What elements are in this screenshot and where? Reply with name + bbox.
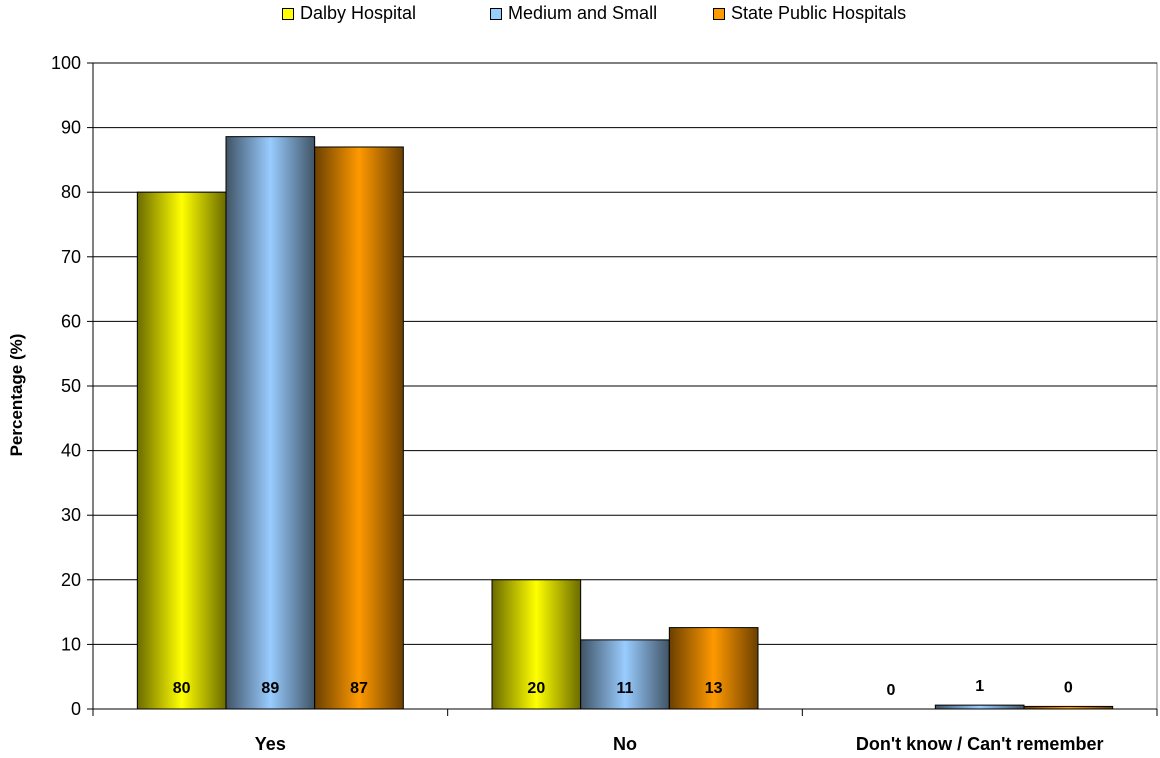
y-tick-label: 50: [61, 376, 81, 396]
data-label: 20: [527, 680, 545, 697]
y-axis-label: Percentage (%): [7, 334, 26, 457]
data-label: 11: [617, 680, 634, 697]
legend-swatch-state-public: [713, 7, 725, 20]
bars: [136, 136, 1114, 710]
legend-item-dalby: Dalby Hospital: [282, 3, 416, 24]
legend: Dalby Hospital Medium and Small State Pu…: [0, 0, 1160, 30]
y-tick-label: 80: [61, 182, 81, 202]
data-label: 87: [350, 680, 368, 697]
bar: [580, 639, 670, 710]
y-tick-label: 10: [61, 634, 81, 654]
y-tick-label: 100: [51, 53, 81, 73]
bar: [934, 704, 1025, 710]
y-tick-label: 30: [61, 505, 81, 525]
bar: [225, 136, 316, 710]
y-tick-label: 70: [61, 247, 81, 267]
legend-item-state-public: State Public Hospitals: [713, 3, 906, 24]
data-label: 80: [173, 680, 191, 697]
bar: [668, 627, 759, 710]
y-tick-label: 60: [61, 311, 81, 331]
legend-label-medium-small: Medium and Small: [508, 3, 658, 23]
x-category-label: Yes: [255, 734, 286, 754]
y-tick-label: 40: [61, 441, 81, 461]
axes: [87, 62, 1158, 716]
legend-swatch-medium-small: [490, 7, 502, 20]
data-label: 0: [887, 682, 896, 699]
legend-label-dalby: Dalby Hospital: [300, 3, 417, 23]
y-tick-label: 0: [71, 699, 81, 719]
y-tick-label: 20: [61, 570, 81, 590]
x-category-label: Don't know / Can't remember: [856, 734, 1104, 754]
bar: [314, 146, 404, 710]
legend-label-state-public: State Public Hospitals: [731, 3, 907, 23]
data-label: 89: [261, 680, 279, 697]
x-category-label: No: [613, 734, 637, 754]
y-tick-label: 90: [61, 118, 81, 138]
data-label: 1: [975, 678, 984, 695]
data-label: 0: [1064, 679, 1073, 696]
legend-swatch-dalby: [282, 7, 294, 20]
bar: [136, 191, 227, 710]
legend-item-medium-small: Medium and Small: [490, 3, 657, 24]
data-label: 13: [705, 680, 723, 697]
